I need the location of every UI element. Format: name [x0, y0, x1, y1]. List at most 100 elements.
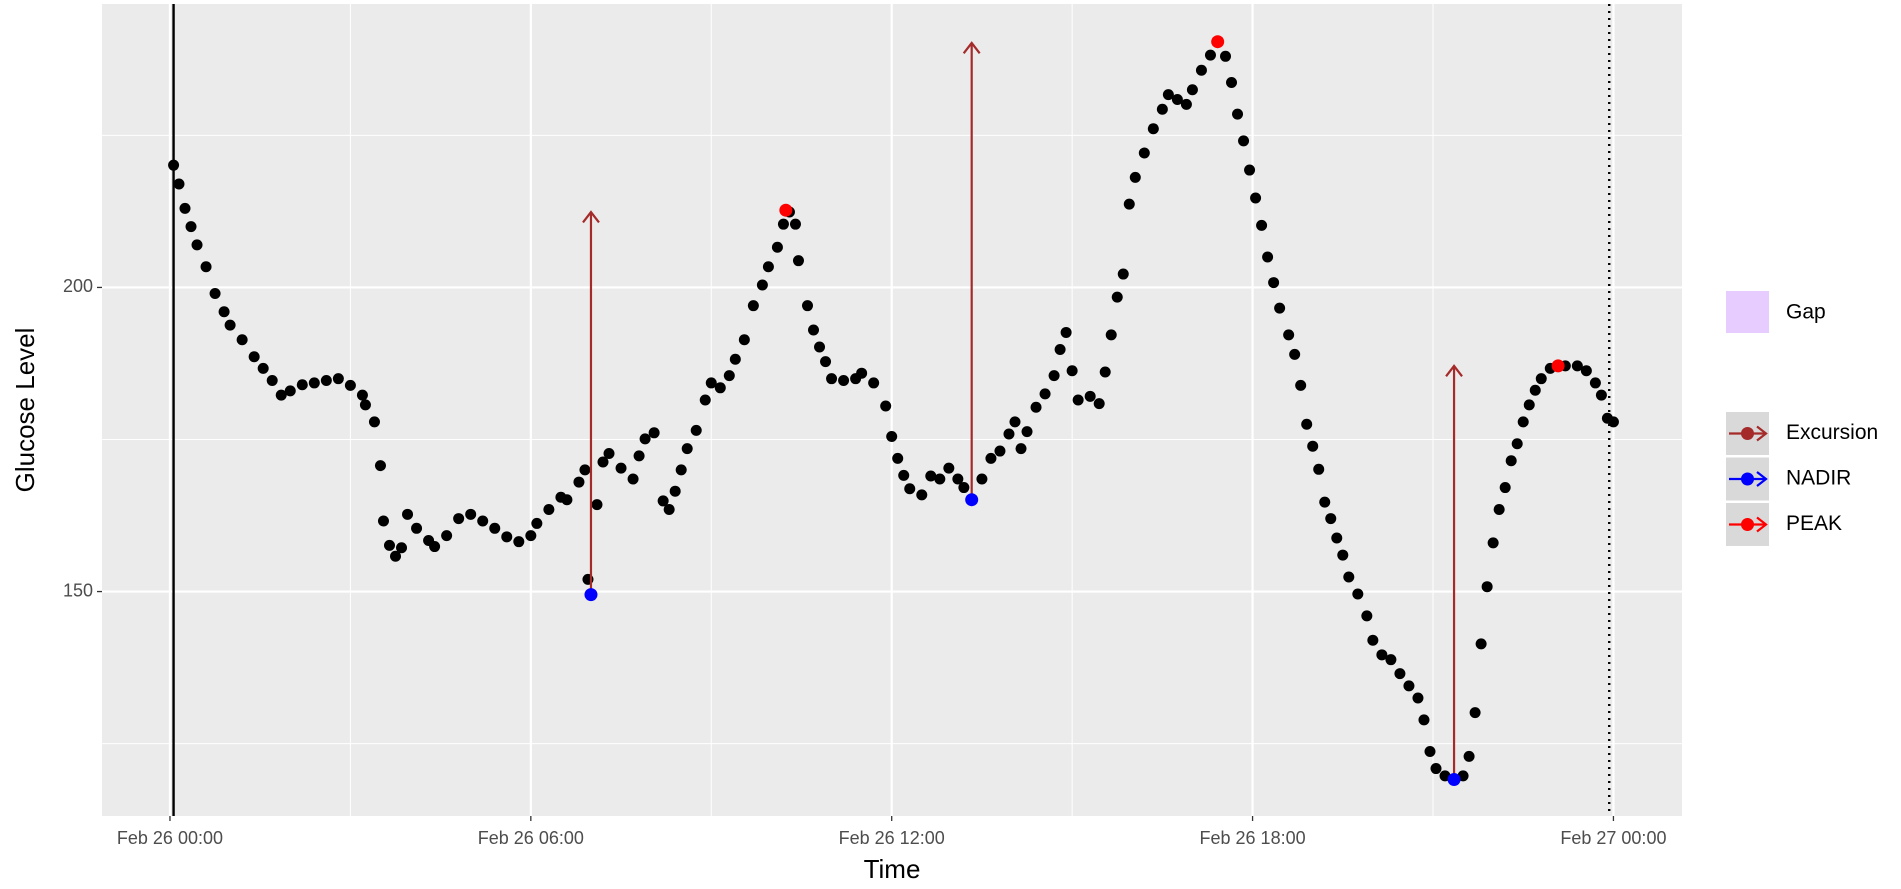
data-point [1147, 123, 1159, 135]
x-tick-label: Feb 26 06:00 [478, 828, 584, 848]
y-tick-label: 200 [63, 276, 93, 296]
data-point [1517, 416, 1529, 428]
data-point [1220, 50, 1232, 62]
data-point [985, 452, 997, 464]
data-point [368, 416, 380, 428]
data-point [200, 261, 212, 273]
data-point [1268, 277, 1280, 289]
data-point [1481, 581, 1493, 593]
data-point [1343, 571, 1355, 583]
data-point [1331, 532, 1343, 544]
data-point [402, 508, 414, 520]
data-point [904, 483, 916, 495]
data-point [1394, 668, 1406, 680]
data-point [1535, 373, 1547, 385]
data-point [453, 513, 465, 525]
data-point [1352, 588, 1364, 600]
data-point [1301, 418, 1313, 430]
legend-glyph [1756, 425, 1768, 442]
data-point [826, 373, 838, 385]
data-point [1072, 394, 1084, 406]
data-point [886, 430, 898, 442]
data-point [185, 221, 197, 233]
data-point [1385, 654, 1397, 666]
data-point [1009, 416, 1021, 428]
peak-point [779, 203, 793, 217]
legend-glyph [1756, 471, 1768, 487]
data-point [1238, 135, 1250, 147]
data-point [477, 515, 489, 527]
data-point [838, 375, 850, 387]
data-point [525, 530, 537, 542]
data-point [1066, 365, 1078, 377]
data-point [808, 324, 820, 336]
data-point [1156, 103, 1168, 115]
nadir-point [965, 493, 979, 507]
data-point [344, 379, 356, 391]
data-point [1256, 219, 1268, 231]
data-point [1424, 746, 1436, 758]
excursion-arrowhead [582, 210, 600, 224]
data-point [723, 370, 735, 382]
data-point [714, 382, 726, 394]
x-tick-label: Feb 26 18:00 [1200, 828, 1306, 848]
data-point [1403, 680, 1415, 692]
legend-glyph [1741, 518, 1754, 531]
data-point [531, 517, 543, 529]
data-point [179, 202, 191, 214]
data-point [1186, 84, 1198, 96]
data-point [236, 334, 248, 346]
data-point [396, 542, 408, 554]
data-point [465, 508, 477, 520]
data-point [1244, 164, 1256, 176]
data-point [1607, 416, 1619, 428]
data-point [1511, 438, 1523, 450]
data-point [675, 464, 687, 476]
data-point [168, 159, 180, 171]
data-point [1307, 440, 1319, 452]
data-point [224, 319, 236, 331]
y-tick-label: 150 [63, 580, 93, 600]
data-point [296, 379, 308, 391]
data-point [377, 515, 389, 527]
data-point [1039, 388, 1051, 400]
data-point [1463, 750, 1475, 762]
data-point [1595, 389, 1607, 401]
data-point [639, 433, 651, 445]
data-point [738, 334, 750, 346]
data-point [383, 539, 395, 551]
data-point [411, 522, 423, 534]
data-point [1418, 714, 1430, 726]
data-point [657, 495, 669, 507]
data-point [814, 341, 826, 353]
data-point [1030, 401, 1042, 413]
y-axis-title: Glucose Level [10, 328, 40, 493]
data-point [501, 531, 513, 543]
data-point [1138, 147, 1150, 159]
data-point [820, 356, 832, 368]
data-point [1060, 326, 1072, 338]
data-point [173, 178, 185, 190]
data-point [1048, 370, 1060, 382]
data-point [275, 389, 287, 401]
data-point [1319, 496, 1331, 508]
data-point [1117, 268, 1129, 280]
data-point [994, 445, 1006, 457]
data-point [756, 279, 768, 291]
legend-glyph [1741, 427, 1754, 440]
data-point [561, 494, 573, 506]
data-point [374, 460, 386, 472]
data-point [892, 452, 904, 464]
nadir-point [1447, 773, 1461, 787]
data-point [266, 375, 278, 387]
data-point [1580, 365, 1592, 377]
data-point [868, 377, 880, 389]
data-point [1469, 707, 1481, 719]
data-point [1487, 537, 1499, 549]
data-point [1129, 171, 1141, 183]
data-point [320, 375, 332, 387]
data-point [615, 462, 627, 474]
data-point [603, 447, 615, 459]
peak-point [1211, 35, 1225, 49]
data-point [1367, 634, 1379, 646]
